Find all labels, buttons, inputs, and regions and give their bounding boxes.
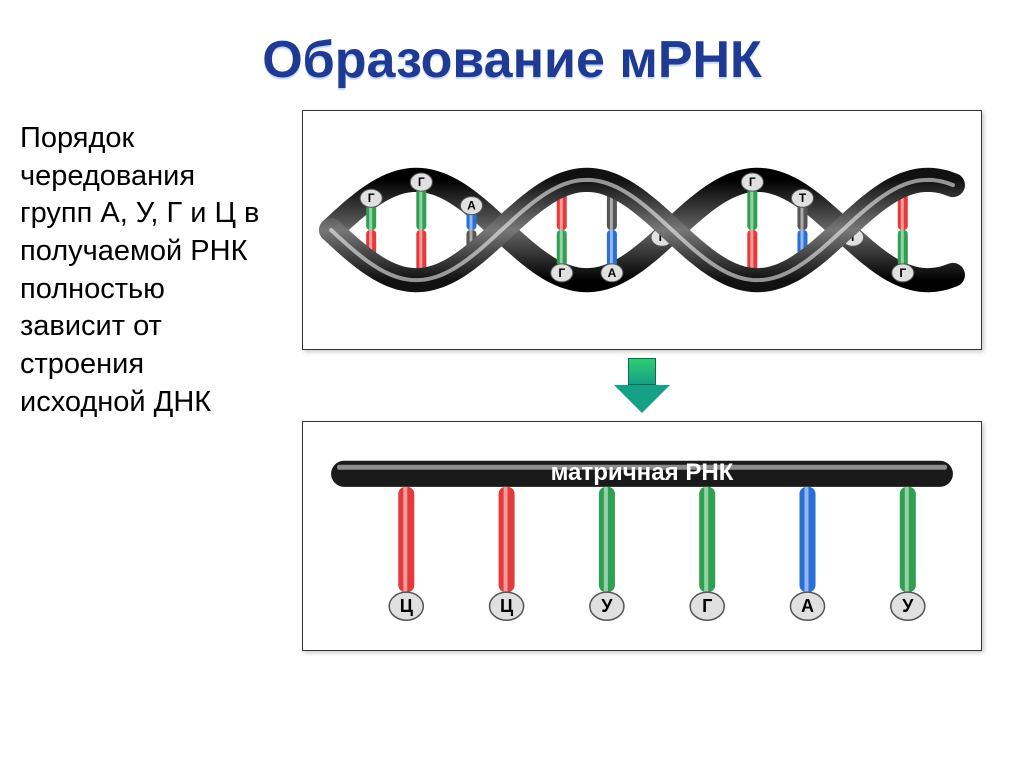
base-rod-hl bbox=[419, 188, 422, 230]
dna-helix-panel: ГЦГЦАТЦГТАЦГГЦТААТЦГ bbox=[302, 110, 982, 350]
mrna-base-rod-hl bbox=[804, 487, 808, 592]
svg-text:А: А bbox=[608, 266, 617, 280]
mrna-base-letter: Ц bbox=[500, 596, 514, 616]
dna-helix-svg: ГЦГЦАТЦГТАЦГГЦТААТЦГ bbox=[311, 119, 973, 341]
arrow-down-icon bbox=[617, 358, 667, 413]
base-label: А bbox=[601, 264, 623, 282]
base-rod-hl bbox=[800, 204, 803, 230]
content-row: Порядок чередования групп А, У, Г и Ц в … bbox=[20, 110, 1004, 651]
svg-text:Т: Т bbox=[799, 191, 807, 205]
mrna-base-rod-hl bbox=[905, 487, 909, 592]
svg-text:Г: Г bbox=[899, 266, 906, 280]
arrow-head bbox=[614, 385, 670, 413]
base-label: Г bbox=[892, 264, 914, 282]
arrow-shaft bbox=[628, 358, 656, 385]
mrna-base-rod-hl bbox=[403, 487, 407, 592]
mrna-base-letter: А bbox=[801, 596, 814, 616]
base-rod-hl bbox=[369, 204, 372, 230]
base-label: Т bbox=[791, 189, 813, 207]
base-label: Г bbox=[741, 173, 763, 191]
mrna-svg: матричная РНК Ц Ц У Г А У bbox=[311, 430, 973, 642]
svg-text:Г: Г bbox=[558, 266, 565, 280]
mrna-base-letter: Г bbox=[702, 596, 712, 616]
base-rod-hl bbox=[901, 230, 904, 267]
base-label: Г bbox=[360, 189, 382, 207]
mrna-panel: матричная РНК Ц Ц У Г А У bbox=[302, 421, 982, 651]
base-rod-hl bbox=[750, 230, 753, 272]
svg-text:Г: Г bbox=[368, 191, 375, 205]
mrna-base-rod-hl bbox=[604, 487, 608, 592]
base-label: Г bbox=[551, 264, 573, 282]
base-rod-hl bbox=[750, 188, 753, 230]
svg-text:Г: Г bbox=[418, 175, 425, 189]
mrna-label: матричная РНК bbox=[551, 459, 734, 486]
diagram-area: ГЦГЦАТЦГТАЦГГЦТААТЦГ матричная РНКЦЦУГАУ bbox=[280, 110, 1004, 651]
description-text: Порядок чередования групп А, У, Г и Ц в … bbox=[20, 110, 260, 651]
base-rod-hl bbox=[610, 193, 613, 230]
base-label: Г bbox=[410, 173, 432, 191]
base-label: А bbox=[460, 197, 482, 215]
mrna-base-rod-hl bbox=[704, 487, 708, 592]
base-rod-hl bbox=[560, 230, 563, 267]
page-title: Образование мРНК bbox=[20, 30, 1004, 90]
mrna-base-rod-hl bbox=[504, 487, 508, 592]
mrna-base-letter: У bbox=[601, 596, 613, 616]
svg-text:Г: Г bbox=[749, 175, 756, 189]
mrna-base-letter: У bbox=[902, 596, 914, 616]
svg-text:А: А bbox=[467, 199, 476, 213]
base-rod-hl bbox=[419, 230, 422, 272]
base-rod-hl bbox=[610, 230, 613, 267]
mrna-base-letter: Ц bbox=[400, 596, 414, 616]
